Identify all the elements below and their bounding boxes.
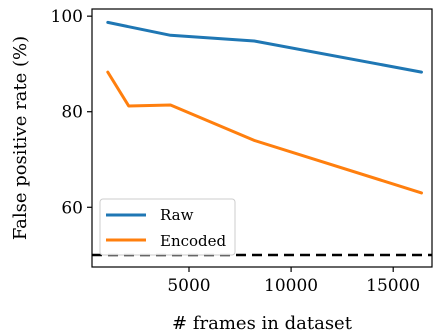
y-axis-ticks: 60 80 100 — [51, 7, 92, 218]
series-layer — [106, 20, 423, 195]
y-axis-title: False positive rate (%) — [10, 36, 31, 240]
legend-label-encoded: Encoded — [160, 232, 227, 250]
legend-label-raw: Raw — [160, 206, 194, 224]
plot-area: 5000 10000 15000 60 80 100 — [51, 7, 433, 296]
x-tick-label: 15000 — [366, 276, 420, 296]
series-line-encoded — [106, 70, 423, 195]
x-tick-label: 10000 — [264, 276, 318, 296]
x-axis-title: # frames in dataset — [172, 313, 353, 334]
y-tick-label: 60 — [61, 198, 83, 218]
x-axis-ticks: 5000 10000 15000 — [167, 267, 420, 296]
y-tick-label: 80 — [61, 103, 83, 123]
series-line-raw — [106, 20, 423, 74]
x-tick-label: 5000 — [167, 276, 210, 296]
plot-frame — [91, 8, 433, 268]
y-tick-label: 100 — [51, 7, 83, 27]
legend: Raw Encoded — [99, 198, 236, 256]
